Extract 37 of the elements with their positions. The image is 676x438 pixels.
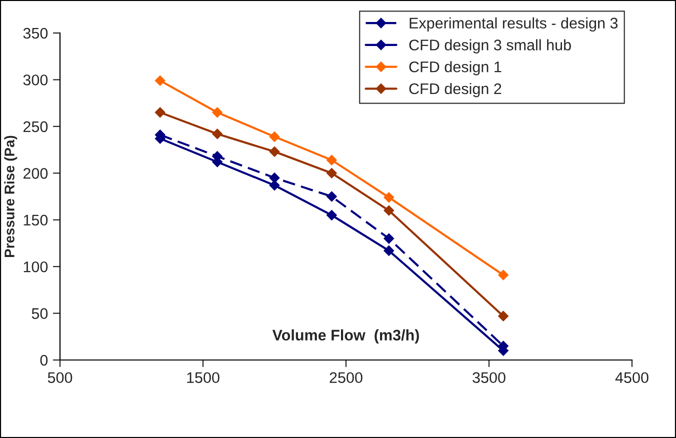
point: [384, 246, 394, 256]
y-axis-title: Pressure Rise (Pa): [4, 136, 18, 257]
legend-label: CFD design 1: [409, 61, 502, 76]
y-tick-label: 100: [24, 261, 48, 272]
point: [384, 233, 394, 244]
x-tick-label: 1500: [187, 372, 220, 384]
point: [269, 180, 280, 190]
x-tick-label: 2500: [330, 372, 362, 384]
point: [212, 107, 222, 118]
y-tick-label: 350: [23, 28, 48, 39]
x-tick-label: 500: [48, 372, 72, 384]
point: [154, 107, 166, 118]
legend-label: Experimental results - design 3: [410, 17, 618, 32]
point: [212, 128, 222, 140]
point: [384, 192, 394, 203]
point: [498, 270, 508, 280]
y-tick-label: 200: [23, 168, 48, 179]
legend-label: CFD design 3 small hub: [409, 39, 571, 54]
point: [498, 310, 508, 322]
point: [269, 146, 280, 157]
y-tick-label: 150: [24, 214, 48, 226]
legend-label: CFD design 2: [409, 82, 502, 98]
y-tick-label: 250: [23, 121, 48, 132]
point: [154, 76, 166, 86]
x-tick-label: 3500: [472, 372, 506, 384]
point: [269, 172, 280, 183]
point: [326, 154, 337, 166]
point: [269, 132, 280, 142]
y-tick-label: 50: [32, 308, 48, 319]
x-axis-title: Volume Flow (m3/h): [272, 329, 419, 344]
point: [326, 210, 337, 220]
y-tick-label: 0: [40, 354, 48, 366]
x-tick-label: 4500: [615, 372, 648, 384]
point: [326, 191, 337, 202]
point: [326, 168, 337, 178]
point: [384, 205, 394, 216]
y-tick-label: 300: [23, 74, 48, 86]
